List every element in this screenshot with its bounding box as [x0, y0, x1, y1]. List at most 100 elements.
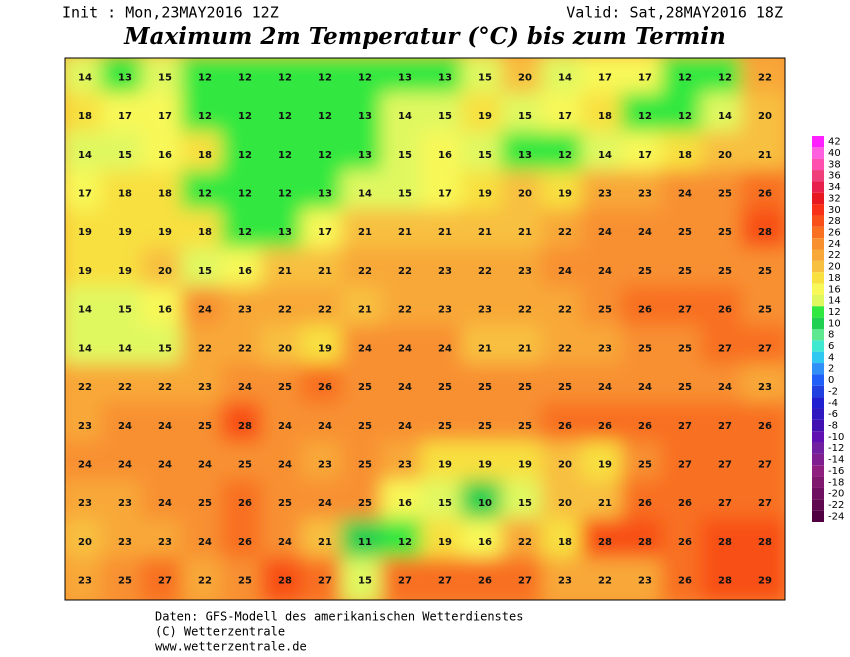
legend-label: 4: [828, 352, 834, 363]
temperature-label: 15: [518, 498, 532, 509]
temperature-label: 24: [78, 460, 92, 471]
legend-swatch: [812, 351, 824, 364]
legend-label: 8: [828, 330, 834, 341]
temperature-label: 17: [598, 72, 612, 83]
temperature-label: 24: [278, 537, 292, 548]
temperature-label: 17: [638, 150, 652, 161]
temperature-label: 22: [558, 227, 572, 238]
temperature-label: 18: [118, 189, 132, 200]
temperature-label: 22: [558, 305, 572, 316]
temperature-label: 25: [518, 382, 532, 393]
temperature-label: 25: [638, 266, 652, 277]
temperature-label: 14: [598, 150, 612, 161]
temperature-label: 22: [198, 343, 212, 354]
temperature-label: 18: [598, 111, 612, 122]
temperature-label: 22: [238, 343, 252, 354]
temperature-label: 26: [678, 576, 692, 587]
temperature-label: 23: [158, 537, 172, 548]
temperature-label: 25: [358, 421, 372, 432]
legend-label: -4: [828, 398, 838, 409]
temperature-label: 27: [758, 460, 772, 471]
temperature-label: 12: [318, 72, 332, 83]
legend-swatch: [812, 510, 824, 522]
temperature-label: 25: [558, 382, 572, 393]
temperature-label: 23: [598, 189, 612, 200]
init-time: Init : Mon,23MAY2016 12Z: [62, 4, 279, 22]
temperature-label: 23: [118, 537, 132, 548]
temperature-label: 26: [678, 537, 692, 548]
temperature-label: 27: [758, 498, 772, 509]
temperature-label: 26: [598, 421, 612, 432]
legend-label: 18: [828, 273, 841, 284]
legend-swatch: [812, 181, 824, 193]
legend-label: 22: [828, 250, 841, 261]
temperature-label: 23: [638, 576, 652, 587]
temperature-label: 25: [518, 421, 532, 432]
temperature-label: 26: [758, 421, 772, 432]
valid-time: Valid: Sat,28MAY2016 18Z: [566, 4, 783, 22]
temperature-label: 27: [718, 498, 732, 509]
temperature-label: 22: [398, 305, 412, 316]
temperature-label: 28: [718, 537, 732, 548]
legend-swatch: [812, 249, 824, 261]
temperature-label: 24: [198, 305, 212, 316]
temperature-label: 22: [318, 305, 332, 316]
temperature-label: 14: [118, 343, 132, 354]
temperature-label: 24: [158, 421, 172, 432]
temperature-label: 18: [78, 111, 92, 122]
temperature-label: 24: [598, 382, 612, 393]
temperature-label: 23: [478, 305, 492, 316]
legend-swatch: [812, 385, 824, 398]
temperature-label: 25: [358, 498, 372, 509]
temperature-label: 25: [638, 460, 652, 471]
temperature-label: 17: [158, 111, 172, 122]
legend-label: 42: [828, 137, 841, 148]
temperature-label: 17: [118, 111, 132, 122]
temperature-label: 23: [638, 189, 652, 200]
temperature-label: 18: [558, 537, 572, 548]
temperature-label: 18: [198, 150, 212, 161]
temperature-label: 22: [598, 576, 612, 587]
temperature-label: 19: [598, 460, 612, 471]
temperature-label: 21: [518, 227, 532, 238]
temperature-label: 24: [318, 421, 332, 432]
temperature-label: 24: [558, 266, 572, 277]
temperature-label: 18: [678, 150, 692, 161]
temperature-label: 20: [158, 266, 172, 277]
legend-label: 28: [828, 216, 841, 227]
temperature-label: 16: [478, 537, 492, 548]
temperature-label: 15: [398, 189, 412, 200]
temperature-label: 20: [558, 498, 572, 509]
temperature-label: 26: [478, 576, 492, 587]
temperature-label: 21: [598, 498, 612, 509]
legend-swatch: [812, 147, 824, 159]
temperature-label: 17: [638, 72, 652, 83]
temperature-label: 15: [398, 150, 412, 161]
temperature-label: 12: [238, 150, 252, 161]
temperature-label: 14: [78, 343, 92, 354]
legend-swatch: [812, 442, 824, 454]
temperature-label: 19: [478, 189, 492, 200]
temperature-label: 12: [278, 150, 292, 161]
legend-swatch: [812, 283, 824, 295]
temperature-label: 12: [238, 227, 252, 238]
temperature-label: 25: [678, 382, 692, 393]
temperature-label: 28: [278, 576, 292, 587]
legend-label: -18: [828, 477, 844, 488]
temperature-label: 23: [78, 576, 92, 587]
legend-swatch: [812, 476, 824, 488]
temperature-label: 24: [438, 343, 452, 354]
temperature-label: 12: [678, 72, 692, 83]
legend-swatch: [812, 306, 824, 318]
temperature-label: 24: [158, 460, 172, 471]
temperature-label: 21: [478, 343, 492, 354]
legend-label: 26: [828, 228, 841, 239]
temperature-label: 21: [438, 227, 452, 238]
temperature-label: 20: [278, 343, 292, 354]
legend-label: -22: [828, 500, 844, 511]
temperature-label: 24: [118, 460, 132, 471]
temperature-label: 26: [678, 498, 692, 509]
temperature-label: 21: [278, 266, 292, 277]
temperature-label: 12: [318, 150, 332, 161]
